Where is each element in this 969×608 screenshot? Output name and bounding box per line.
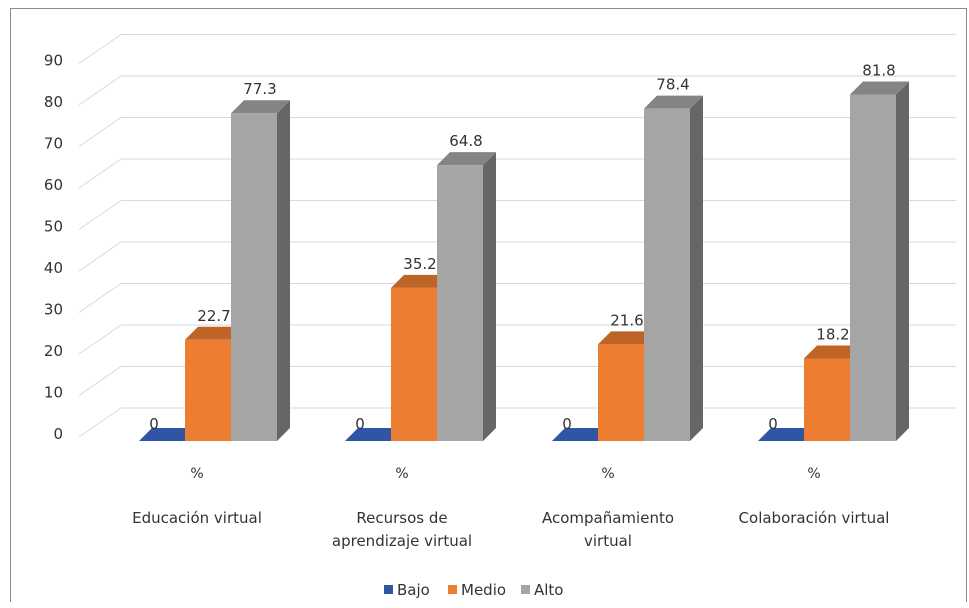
- bar-medio: [598, 344, 644, 441]
- category-unit-label: %: [395, 466, 408, 482]
- y-tick-label: 30: [44, 301, 63, 319]
- data-label: 18.2: [816, 325, 849, 343]
- bar-top-medio: [598, 331, 657, 345]
- legend-label-medio: Medio: [461, 581, 506, 599]
- category-unit-label: %: [601, 466, 614, 482]
- bar-alto: [437, 165, 483, 441]
- bar-side-alto: [483, 152, 496, 441]
- legend: Bajo Medio Alto: [384, 581, 564, 599]
- bar-top-medio: [391, 274, 450, 288]
- bar-top-alto: [644, 95, 703, 109]
- bar-top-medio: [185, 326, 244, 340]
- bar-medio: [804, 358, 850, 441]
- bars: [139, 81, 909, 441]
- bar-side-alto: [277, 100, 290, 441]
- y-tick-label: 40: [44, 259, 63, 277]
- bar-medio: [391, 287, 437, 441]
- data-label: 22.7: [197, 307, 230, 325]
- gridline-diagonal: [78, 34, 122, 64]
- data-label: 77.3: [243, 80, 276, 98]
- legend-swatch-bajo: [384, 585, 393, 594]
- y-tick-label: 60: [44, 176, 63, 194]
- category-unit-label: %: [807, 466, 820, 482]
- category-labels: % Educación virtual% Recursos de aprendizaj…: [132, 466, 889, 550]
- y-tick-label: 70: [44, 135, 63, 153]
- data-label: 0: [562, 415, 572, 433]
- bar-bajo: [139, 428, 198, 441]
- y-tick-label: 20: [44, 342, 63, 360]
- legend-label-alto: Alto: [534, 581, 564, 599]
- bar-bajo: [758, 428, 817, 441]
- y-axis-ticks: 0 10 20 30 40 50 60 70 80 90: [44, 52, 63, 444]
- legend-swatch-alto: [521, 585, 530, 594]
- bar-side-alto: [896, 81, 909, 441]
- gridline-diagonal: [78, 158, 122, 189]
- gridline-diagonal: [78, 283, 122, 313]
- bar-top-alto: [231, 100, 290, 114]
- legend-swatch-medio: [448, 585, 457, 594]
- bar-top-alto: [437, 152, 496, 166]
- category-label: Acompañamiento: [542, 509, 674, 527]
- data-label: 35.2: [403, 255, 436, 273]
- bar-side-alto: [690, 95, 703, 441]
- bar-alto: [850, 94, 896, 441]
- legend-label-bajo: Bajo: [397, 581, 430, 599]
- y-tick-label: 10: [44, 384, 63, 402]
- data-label: 78.4: [656, 76, 689, 94]
- category-label: Educación virtual: [132, 509, 262, 527]
- data-label: 81.8: [862, 62, 895, 80]
- gridline-diagonal: [78, 241, 122, 272]
- y-tick-label: 90: [44, 52, 63, 70]
- chart-frame: 0 10 20 30 40 50 60 70 80 90 0 0 0 0 22.7 35.2 21.6 18.2…: [10, 8, 967, 602]
- gridline-diagonal: [78, 366, 122, 396]
- bar-alto: [644, 108, 690, 441]
- category-unit-label: %: [190, 466, 203, 482]
- bar-bajo: [345, 428, 404, 441]
- category-label: Colaboración virtual: [739, 509, 890, 527]
- y-tick-label: 50: [44, 218, 63, 236]
- data-labels: 0 0 0 0 22.7 35.2 21.6 18.2 77.3 64.8 78.4 81.8: [149, 62, 895, 433]
- data-label: 21.6: [610, 311, 643, 329]
- gridline-diagonal: [78, 200, 122, 230]
- category-label: aprendizaje virtual: [332, 532, 472, 550]
- bar-chart: 0 10 20 30 40 50 60 70 80 90 0 0 0 0 22.7 35.2 21.6 18.2…: [44, 34, 956, 599]
- gridline-diagonal: [78, 75, 122, 106]
- category-label: Recursos de: [356, 509, 447, 527]
- bar-top-medio: [804, 345, 863, 359]
- bar-medio: [185, 339, 231, 441]
- bar-bajo: [552, 428, 611, 441]
- data-label: 0: [355, 415, 365, 433]
- gridline-diagonal: [78, 407, 122, 438]
- data-label: 0: [768, 415, 778, 433]
- bar-top-alto: [850, 81, 909, 95]
- gridline-diagonal: [78, 117, 122, 147]
- bar-alto: [231, 113, 277, 441]
- y-tick-label: 80: [44, 93, 63, 111]
- data-label: 64.8: [449, 132, 482, 150]
- y-tick-label: 0: [53, 425, 63, 443]
- gridline-diagonal: [78, 324, 122, 355]
- category-label: virtual: [584, 532, 632, 550]
- data-label: 0: [149, 415, 159, 433]
